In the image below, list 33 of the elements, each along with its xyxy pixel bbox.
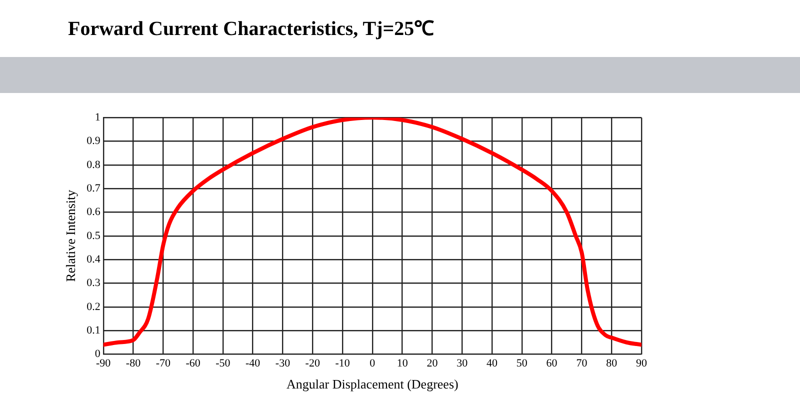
x-tick-label: -60 <box>186 358 201 370</box>
x-tick-label: 10 <box>396 358 408 370</box>
x-tick-label: 60 <box>546 358 558 370</box>
x-tick-label: -20 <box>305 358 320 370</box>
x-tick-label: 40 <box>486 358 498 370</box>
y-tick-label: 0.5 <box>86 230 101 242</box>
chart-title: Forward Current Characteristics, Tj=25℃ <box>68 17 434 41</box>
y-tick-label: 0.4 <box>86 253 101 266</box>
x-tick-label: -70 <box>156 358 171 370</box>
y-tick-label: 0.9 <box>86 135 101 148</box>
y-tick-label: 1 <box>94 111 100 124</box>
x-tick-label: 30 <box>456 358 468 370</box>
x-tick-label: -90 <box>96 358 112 370</box>
x-tick-label: -30 <box>275 358 291 370</box>
x-tick-label: 80 <box>606 358 618 370</box>
y-tick-label: 0.6 <box>86 206 101 218</box>
x-axis-title: Angular Displacement (Degrees) <box>286 376 458 392</box>
x-tick-label: -50 <box>216 358 231 370</box>
y-tick-label: 0.8 <box>86 158 101 171</box>
y-axis-title: Relative Intensity <box>63 189 78 282</box>
x-tick-label: 70 <box>576 358 588 370</box>
x-tick-label: 50 <box>516 358 528 370</box>
x-tick-label: -40 <box>246 358 261 370</box>
x-tick-label: 90 <box>636 358 648 370</box>
x-tick-label: -10 <box>335 358 350 370</box>
x-tick-label: 20 <box>426 358 438 370</box>
y-tick-label: 0 <box>94 348 101 360</box>
y-tick-label: 0.2 <box>86 300 100 313</box>
x-tick-label: -80 <box>126 358 142 370</box>
y-tick-label: 0.1 <box>86 324 100 336</box>
x-tick-label: 0 <box>370 358 376 370</box>
y-tick-label: 0.7 <box>86 182 101 194</box>
y-tick-label: 0.3 <box>86 277 101 290</box>
